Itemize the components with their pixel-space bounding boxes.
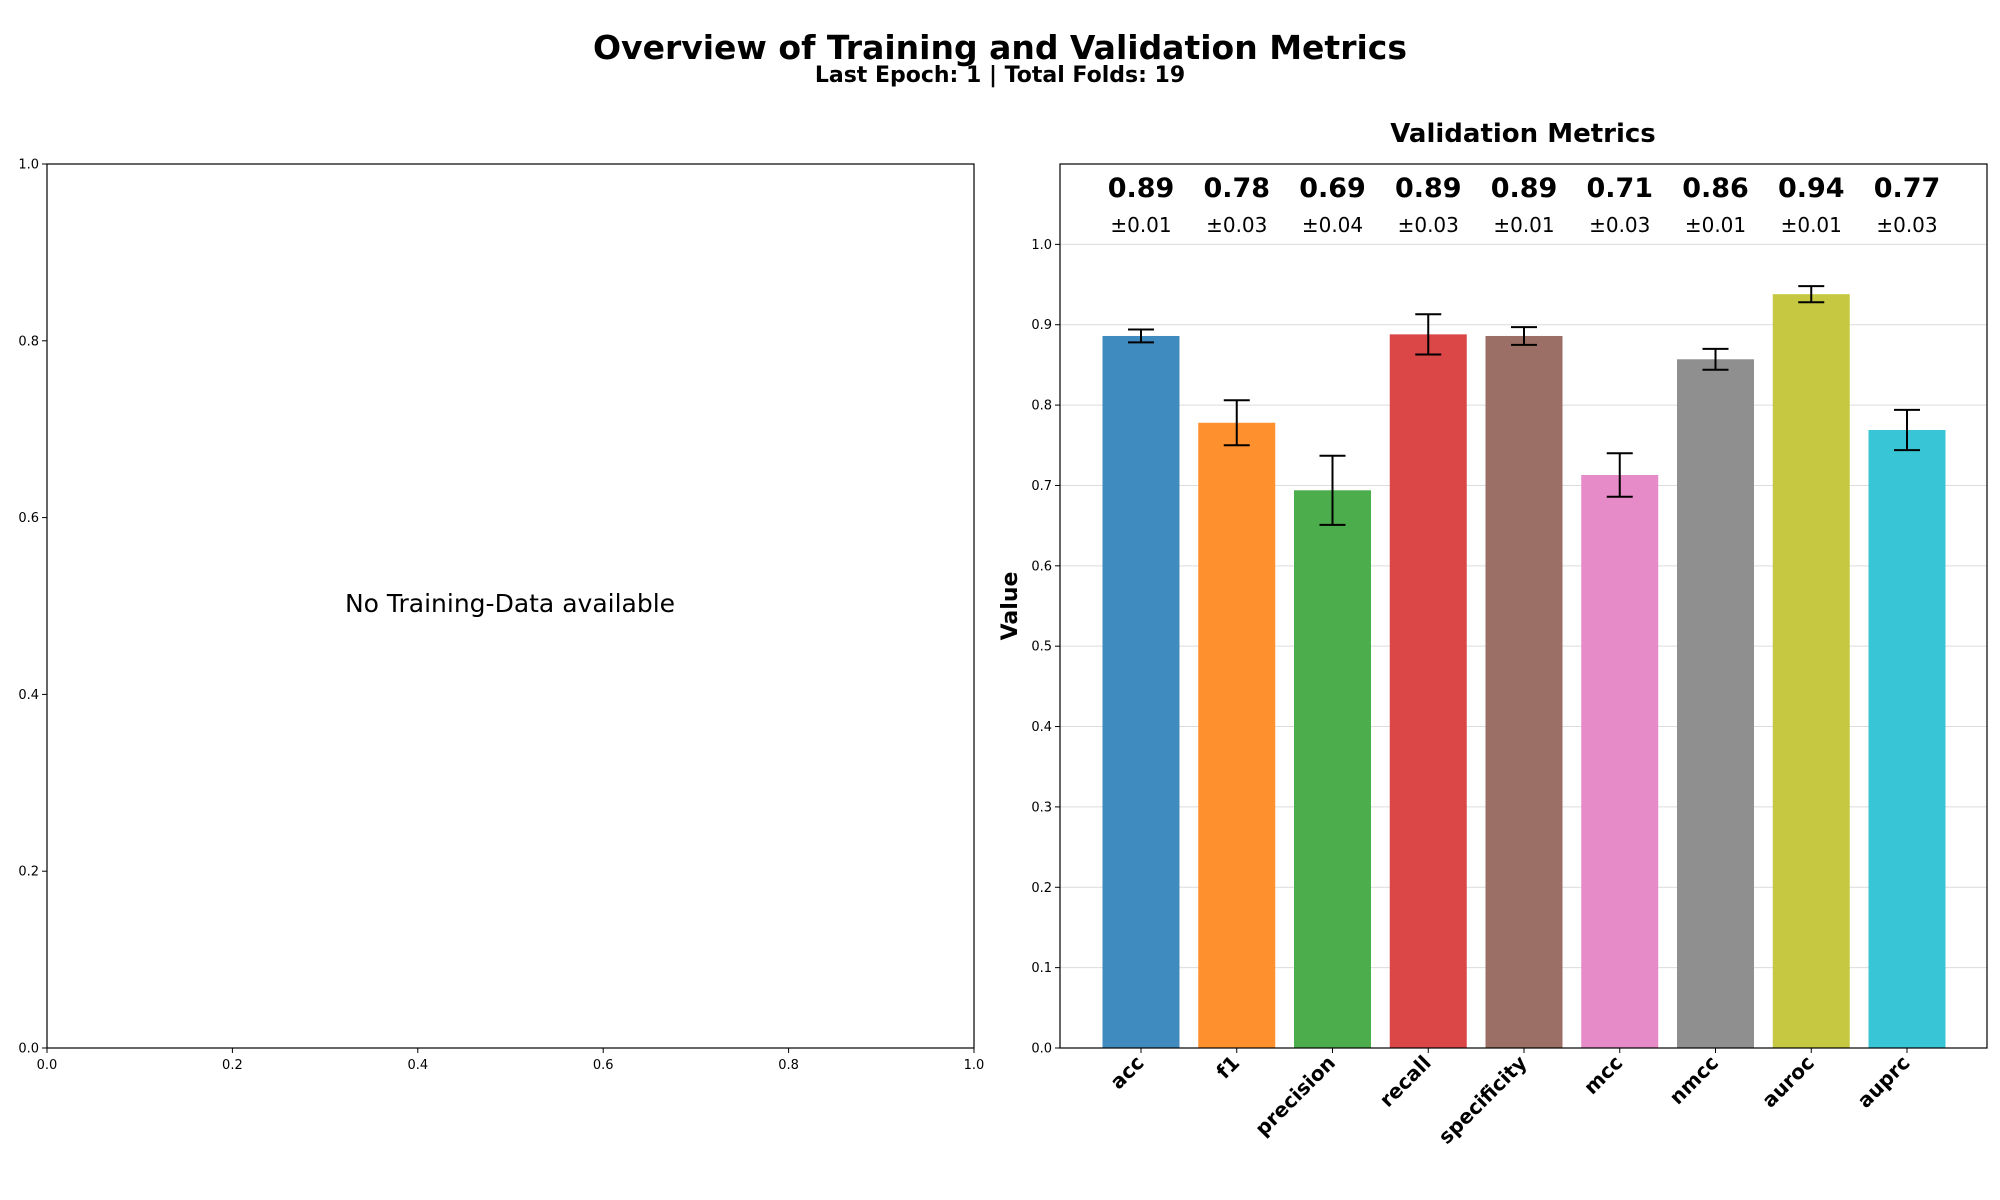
training-x-tick-label: 0.6 <box>593 1058 614 1073</box>
value-label-f1: 0.78 <box>1203 173 1270 204</box>
training-x-tick-label: 0.0 <box>37 1058 58 1073</box>
x-tick-label-auroc: auroc <box>1757 1051 1819 1113</box>
validation-y-tick-label: 0.0 <box>1031 1042 1052 1057</box>
value-label-mcc: 0.71 <box>1586 173 1653 204</box>
value-label-acc: 0.89 <box>1108 173 1175 204</box>
validation-y-tick-label: 0.8 <box>1031 399 1052 414</box>
error-label-recall: ±0.03 <box>1398 213 1459 237</box>
validation-y-tick-label: 0.9 <box>1031 318 1052 333</box>
validation-y-ticks: 0.0 0.1 0.2 0.3 0.4 0.5 0.6 0.7 0.8 0.9 1.0 <box>1031 238 1060 1057</box>
validation-panel: Validation Metrics Value 0.0 0.1 0.2 0.3 0.4… <box>998 119 1988 1149</box>
training-y-tick-label: 1.0 <box>18 158 39 173</box>
error-label-f1: ±0.03 <box>1206 213 1267 237</box>
error-label-precision: ±0.04 <box>1302 213 1363 237</box>
bar-specificity <box>1485 335 1563 1049</box>
value-label-precision: 0.69 <box>1299 173 1366 204</box>
validation-y-tick-label: 0.4 <box>1031 720 1052 735</box>
training-y-tick-label: 0.6 <box>18 511 39 526</box>
validation-value-labels: 0.89 ±0.01 0.78 ±0.03 0.69 ±0.04 0.89 ±0.03 0.89… <box>1108 173 1941 237</box>
x-tick-label-recall: recall <box>1375 1051 1436 1112</box>
value-label-auprc: 0.77 <box>1874 173 1941 204</box>
x-tick-label-auprc: auprc <box>1852 1051 1914 1113</box>
training-x-ticks: 0.0 0.2 0.4 0.6 0.8 1.0 <box>37 1048 985 1073</box>
error-label-nmcc: ±0.01 <box>1685 213 1746 237</box>
validation-y-tick-label: 0.3 <box>1031 800 1052 815</box>
validation-bars <box>1102 294 1946 1049</box>
value-label-nmcc: 0.86 <box>1682 173 1749 204</box>
x-tick-label-precision: precision <box>1250 1051 1340 1141</box>
bar-nmcc <box>1677 359 1754 1048</box>
x-tick-label-mcc: mcc <box>1579 1051 1627 1099</box>
figure-subtitle: Last Epoch: 1 | Total Folds: 19 <box>814 63 1186 88</box>
validation-y-tick-label: 0.5 <box>1031 640 1052 655</box>
training-y-tick-label: 0.8 <box>18 334 39 349</box>
training-y-ticks: 0.0 0.2 0.4 0.6 0.8 1.0 <box>18 158 47 1057</box>
training-x-tick-label: 0.8 <box>778 1058 799 1073</box>
error-label-auroc: ±0.01 <box>1781 213 1842 237</box>
training-x-tick-label: 0.2 <box>222 1058 243 1073</box>
training-y-tick-label: 0.2 <box>18 865 39 880</box>
bar-recall <box>1389 334 1467 1048</box>
training-panel: 0.0 0.2 0.4 0.6 0.8 1.0 0.0 0.2 0.4 0.6 0.8 1.0 No… <box>18 158 984 1074</box>
x-tick-label-f1: f1 <box>1211 1051 1244 1084</box>
x-tick-label-nmcc: nmcc <box>1664 1051 1723 1110</box>
training-axes-frame <box>46 163 975 1049</box>
bar-f1 <box>1198 422 1276 1049</box>
error-label-auprc: ±0.03 <box>1876 213 1937 237</box>
validation-y-axis-label: Value <box>998 572 1023 641</box>
validation-axes-frame <box>1059 163 1988 1049</box>
bar-precision <box>1294 490 1371 1048</box>
bar-mcc <box>1581 475 1659 1048</box>
value-label-recall: 0.89 <box>1395 173 1462 204</box>
x-tick-label-specificity: specificity <box>1434 1051 1532 1149</box>
validation-title: Validation Metrics <box>1390 119 1656 149</box>
validation-error-bars <box>1128 285 1920 526</box>
no-training-data-message: No Training-Data available <box>345 589 675 618</box>
error-label-mcc: ±0.03 <box>1589 213 1650 237</box>
error-label-acc: ±0.01 <box>1110 213 1171 237</box>
error-label-specificity: ±0.01 <box>1493 213 1554 237</box>
x-tick-label-acc: acc <box>1105 1051 1148 1094</box>
validation-y-tick-label: 0.7 <box>1031 479 1052 494</box>
training-y-tick-label: 0.4 <box>18 688 39 703</box>
training-x-tick-label: 1.0 <box>964 1058 985 1073</box>
figure-title: Overview of Training and Validation Metr… <box>593 28 1407 67</box>
bar-auprc <box>1868 430 1946 1048</box>
validation-y-tick-label: 0.1 <box>1031 961 1052 976</box>
training-x-tick-label: 0.4 <box>407 1058 428 1073</box>
validation-y-tick-label: 0.6 <box>1031 559 1052 574</box>
validation-y-tick-label: 0.2 <box>1031 881 1052 896</box>
validation-y-tick-label: 1.0 <box>1031 238 1052 253</box>
bar-acc <box>1102 335 1180 1049</box>
value-label-specificity: 0.89 <box>1491 173 1558 204</box>
training-y-tick-label: 0.0 <box>18 1042 39 1057</box>
value-label-auroc: 0.94 <box>1778 173 1845 204</box>
bar-auroc <box>1772 294 1850 1048</box>
